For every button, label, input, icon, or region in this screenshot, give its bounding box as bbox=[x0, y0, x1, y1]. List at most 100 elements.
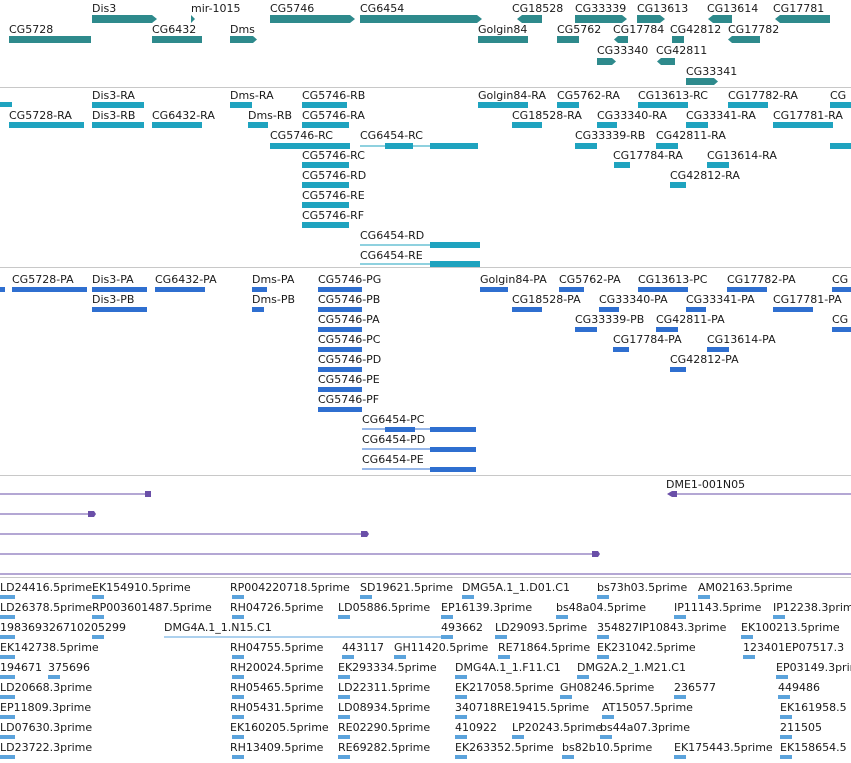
est-glyph[interactable] bbox=[698, 595, 710, 599]
est-glyph[interactable] bbox=[455, 715, 467, 719]
est-label[interactable]: 236577 bbox=[674, 681, 716, 694]
protein-glyph[interactable] bbox=[318, 347, 362, 352]
transcript-glyph[interactable] bbox=[92, 102, 144, 108]
transcript-glyph[interactable] bbox=[670, 182, 686, 188]
gene-glyph[interactable] bbox=[614, 36, 628, 43]
est-glyph[interactable] bbox=[602, 715, 614, 719]
transcript-glyph[interactable] bbox=[773, 122, 833, 128]
transcript-glyph[interactable] bbox=[152, 122, 202, 128]
gene-glyph[interactable] bbox=[728, 36, 760, 43]
est-label[interactable]: SD19621.5prime bbox=[360, 581, 453, 594]
protein-glyph[interactable] bbox=[252, 287, 267, 292]
protein-glyph[interactable] bbox=[638, 287, 688, 292]
est-glyph[interactable] bbox=[232, 695, 244, 699]
est-label[interactable]: RP004220718.5prime bbox=[230, 581, 350, 594]
est-label[interactable]: AM02163.5prime bbox=[698, 581, 793, 594]
protein-label[interactable]: CG33340-PA bbox=[599, 293, 668, 306]
est-label[interactable]: IP11143.5prime bbox=[674, 601, 762, 614]
est-label[interactable]: bs48a04.5prime bbox=[556, 601, 646, 614]
est-label[interactable]: RH04726.5prime bbox=[230, 601, 324, 614]
protein-label[interactable]: CG42811-PA bbox=[656, 313, 725, 326]
transcript-label[interactable]: CG42812-RA bbox=[670, 169, 740, 182]
protein-glyph[interactable] bbox=[385, 427, 415, 432]
est-label[interactable]: EK263352.5prime bbox=[455, 741, 554, 754]
gene-glyph[interactable] bbox=[597, 58, 616, 65]
transcript-label[interactable]: Dis3-RB bbox=[92, 109, 135, 122]
est-glyph[interactable] bbox=[338, 715, 350, 719]
est-label[interactable]: bs82b10.5prime bbox=[562, 741, 652, 754]
est-label[interactable]: 449486 bbox=[778, 681, 820, 694]
protein-label[interactable]: CG33341-PA bbox=[686, 293, 755, 306]
protein-glyph[interactable] bbox=[599, 307, 619, 312]
est-label[interactable]: RH05465.5prime bbox=[230, 681, 324, 694]
est-label[interactable]: RP003601487.5prime bbox=[92, 601, 212, 614]
transcript-label[interactable]: CG17784-RA bbox=[613, 149, 683, 162]
est-label[interactable]: EK158654.5 bbox=[780, 741, 847, 754]
est-glyph[interactable] bbox=[780, 715, 792, 719]
est-label[interactable]: LP20243.5prime bbox=[512, 721, 603, 734]
est-glyph[interactable] bbox=[674, 615, 686, 619]
est-label[interactable]: bs44a07.3prime bbox=[600, 721, 690, 734]
transcript-glyph[interactable] bbox=[686, 122, 708, 128]
est-label[interactable]: 194671 bbox=[0, 661, 42, 674]
est-label[interactable]: RE71864.5prime bbox=[498, 641, 590, 654]
est-glyph[interactable] bbox=[462, 595, 474, 599]
est-glyph[interactable] bbox=[0, 715, 15, 719]
est-glyph[interactable] bbox=[562, 755, 574, 759]
est-label[interactable]: RH05431.5prime bbox=[230, 701, 324, 714]
est-glyph[interactable] bbox=[455, 735, 467, 739]
protein-label[interactable]: CG bbox=[832, 313, 848, 326]
est-label[interactable]: LD20668.3prime bbox=[0, 681, 92, 694]
protein-glyph[interactable] bbox=[686, 307, 706, 312]
protein-label[interactable]: CG5746-PA bbox=[318, 313, 380, 326]
gene-glyph[interactable] bbox=[775, 15, 830, 23]
est-glyph[interactable] bbox=[232, 615, 244, 619]
est-label[interactable]: GH08246.5prime bbox=[560, 681, 655, 694]
protein-label[interactable]: Dms-PA bbox=[252, 273, 295, 286]
protein-label[interactable]: CG13613-PC bbox=[638, 273, 708, 286]
est-label[interactable]: 443117 bbox=[342, 641, 384, 654]
est-glyph[interactable] bbox=[776, 675, 788, 679]
protein-glyph[interactable] bbox=[832, 327, 851, 332]
protein-glyph[interactable] bbox=[318, 387, 362, 392]
gene-glyph[interactable] bbox=[708, 15, 732, 23]
transcript-glyph[interactable] bbox=[302, 162, 349, 168]
transcript-label[interactable]: Dms-RB bbox=[248, 109, 292, 122]
transcript-glyph[interactable] bbox=[830, 102, 851, 108]
transcript-glyph[interactable] bbox=[478, 102, 528, 108]
protein-glyph[interactable] bbox=[727, 287, 767, 292]
transcript-glyph[interactable] bbox=[430, 261, 480, 267]
protein-glyph[interactable] bbox=[430, 467, 476, 472]
protein-label[interactable]: Dis3-PB bbox=[92, 293, 134, 306]
transcript-glyph[interactable] bbox=[302, 182, 349, 188]
gene-label[interactable]: mir-1015 bbox=[191, 2, 241, 15]
transcript-glyph[interactable] bbox=[92, 122, 144, 128]
transcript-label[interactable]: CG5746-RE bbox=[302, 189, 365, 202]
est-label[interactable]: EK154910.5prime bbox=[92, 581, 191, 594]
est-glyph[interactable] bbox=[338, 755, 350, 759]
transcript-glyph[interactable] bbox=[728, 102, 768, 108]
est-glyph[interactable] bbox=[360, 595, 372, 599]
transcript-label[interactable]: CG33340-RA bbox=[597, 109, 667, 122]
est-glyph[interactable] bbox=[338, 615, 350, 619]
est-label[interactable]: EK142738.5prime bbox=[0, 641, 99, 654]
protein-glyph[interactable] bbox=[318, 367, 362, 372]
transcript-glyph[interactable] bbox=[248, 122, 268, 128]
gene-label[interactable]: CG33339 bbox=[575, 2, 626, 15]
est-glyph[interactable] bbox=[597, 655, 609, 659]
protein-label[interactable]: CG5728-PA bbox=[12, 273, 74, 286]
est-glyph[interactable] bbox=[780, 755, 792, 759]
protein-glyph[interactable] bbox=[575, 327, 597, 332]
est-label[interactable]: DMG2A.2_1.M21.C1 bbox=[577, 661, 686, 674]
protein-label[interactable]: CG5746-PF bbox=[318, 393, 379, 406]
protein-label[interactable]: CG17782-PA bbox=[727, 273, 796, 286]
est-label[interactable]: RE02290.5prime bbox=[338, 721, 430, 734]
est-label[interactable]: EK100213.5prime bbox=[741, 621, 840, 634]
gene-glyph[interactable] bbox=[270, 15, 355, 23]
transcript-glyph[interactable] bbox=[575, 143, 597, 149]
est-glyph[interactable] bbox=[743, 655, 755, 659]
protein-label[interactable]: Dms-PB bbox=[252, 293, 295, 306]
est-label[interactable]: IP12238.3prime bbox=[773, 601, 851, 614]
transcript-label[interactable]: CG6454-RC bbox=[360, 129, 423, 142]
